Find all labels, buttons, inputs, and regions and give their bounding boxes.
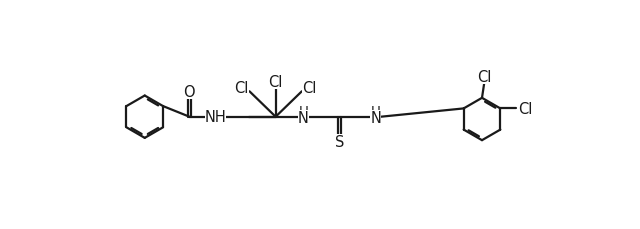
Text: N: N — [371, 110, 381, 125]
Text: Cl: Cl — [268, 75, 283, 90]
Text: H: H — [299, 105, 308, 118]
Text: H: H — [371, 105, 381, 118]
Text: Cl: Cl — [477, 69, 492, 85]
Text: Cl: Cl — [518, 101, 532, 116]
Text: S: S — [335, 135, 344, 150]
Text: O: O — [184, 85, 195, 100]
Text: Cl: Cl — [302, 81, 317, 96]
Text: Cl: Cl — [235, 81, 249, 96]
Text: NH: NH — [205, 110, 227, 125]
Text: N: N — [298, 110, 308, 125]
